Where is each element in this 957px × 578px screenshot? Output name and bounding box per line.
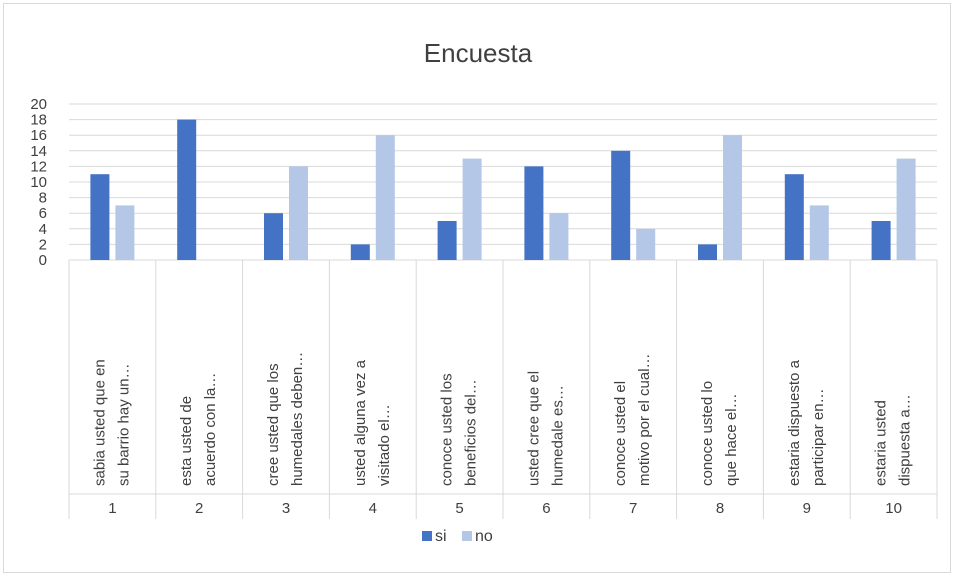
bar-no bbox=[462, 158, 482, 260]
category-number: 7 bbox=[629, 500, 637, 517]
y-tick-label: 18 bbox=[30, 112, 47, 129]
category-text: dispuesta a… bbox=[897, 394, 914, 486]
bar-no bbox=[723, 135, 742, 260]
category-number: 10 bbox=[885, 500, 902, 517]
y-tick-label: 10 bbox=[30, 174, 47, 191]
legend-label-si: si bbox=[435, 528, 447, 545]
y-tick-label: 12 bbox=[30, 158, 47, 175]
chart-frame: Encuesta 0 2 4 6 8 10 12 14 16 18 20 sabia usted que… bbox=[3, 3, 951, 573]
bar-si bbox=[437, 221, 457, 260]
bar-no bbox=[809, 205, 829, 260]
category-text: que hace el… bbox=[723, 393, 740, 486]
category-number: 1 bbox=[108, 500, 116, 517]
category-text: humedales deben… bbox=[289, 352, 306, 486]
category-text: participar en… bbox=[810, 388, 827, 486]
bar-si bbox=[264, 213, 283, 260]
category-text: esta usted de bbox=[178, 396, 195, 486]
bar-si bbox=[350, 244, 370, 260]
category-text: usted cree que el bbox=[525, 371, 542, 486]
y-tick-label: 14 bbox=[30, 143, 47, 160]
category-number: 8 bbox=[716, 500, 724, 517]
category-text: conoce usted lo bbox=[699, 381, 716, 486]
y-tick-label: 20 bbox=[30, 96, 47, 113]
chart-title: Encuesta bbox=[424, 38, 533, 68]
category-text: beneficios del… bbox=[463, 379, 480, 486]
bar-no bbox=[375, 135, 395, 260]
bar-si bbox=[611, 150, 631, 260]
category-number: 4 bbox=[369, 500, 377, 517]
category-text: humedale es… bbox=[549, 385, 566, 486]
category-number: 3 bbox=[282, 500, 290, 517]
category-text: sabia usted que en bbox=[91, 359, 108, 486]
legend-swatch-no bbox=[462, 531, 472, 541]
bar-si bbox=[784, 174, 804, 260]
bar-no bbox=[636, 228, 656, 260]
category-text: su barrio hay un… bbox=[115, 363, 132, 486]
y-tick-label: 2 bbox=[39, 236, 47, 253]
y-tick-label: 16 bbox=[30, 127, 47, 144]
bar-si bbox=[90, 174, 110, 260]
bar-si bbox=[698, 244, 717, 260]
category-text: visitado el… bbox=[376, 404, 393, 486]
y-tick-label: 0 bbox=[39, 252, 47, 269]
legend-swatch-si bbox=[422, 531, 432, 541]
category-text: usted alguna vez a bbox=[352, 359, 369, 486]
category-number: 2 bbox=[195, 500, 203, 517]
category-text: conoce usted los bbox=[439, 373, 456, 486]
bar-si bbox=[871, 221, 891, 260]
bar-no bbox=[289, 166, 308, 260]
category-text: cree usted que los bbox=[265, 363, 282, 486]
bar-si bbox=[177, 119, 197, 260]
y-tick-label: 8 bbox=[39, 190, 47, 207]
category-text: conoce usted el bbox=[612, 381, 629, 486]
bar-si bbox=[524, 166, 544, 260]
bar-no bbox=[549, 213, 569, 260]
category-number: 5 bbox=[455, 500, 463, 517]
legend-label-no: no bbox=[475, 528, 493, 545]
y-tick-label: 4 bbox=[39, 221, 47, 238]
bar-no bbox=[115, 205, 135, 260]
category-text: estaria usted bbox=[873, 400, 890, 486]
category-number: 6 bbox=[542, 500, 550, 517]
category-text: motivo por el cual… bbox=[636, 353, 653, 486]
bar-no bbox=[896, 158, 916, 260]
category-text: estaria dispuesto a bbox=[786, 359, 803, 486]
category-number: 9 bbox=[803, 500, 811, 517]
category-text: acuerdo con la… bbox=[202, 373, 219, 486]
y-tick-label: 6 bbox=[39, 205, 47, 222]
